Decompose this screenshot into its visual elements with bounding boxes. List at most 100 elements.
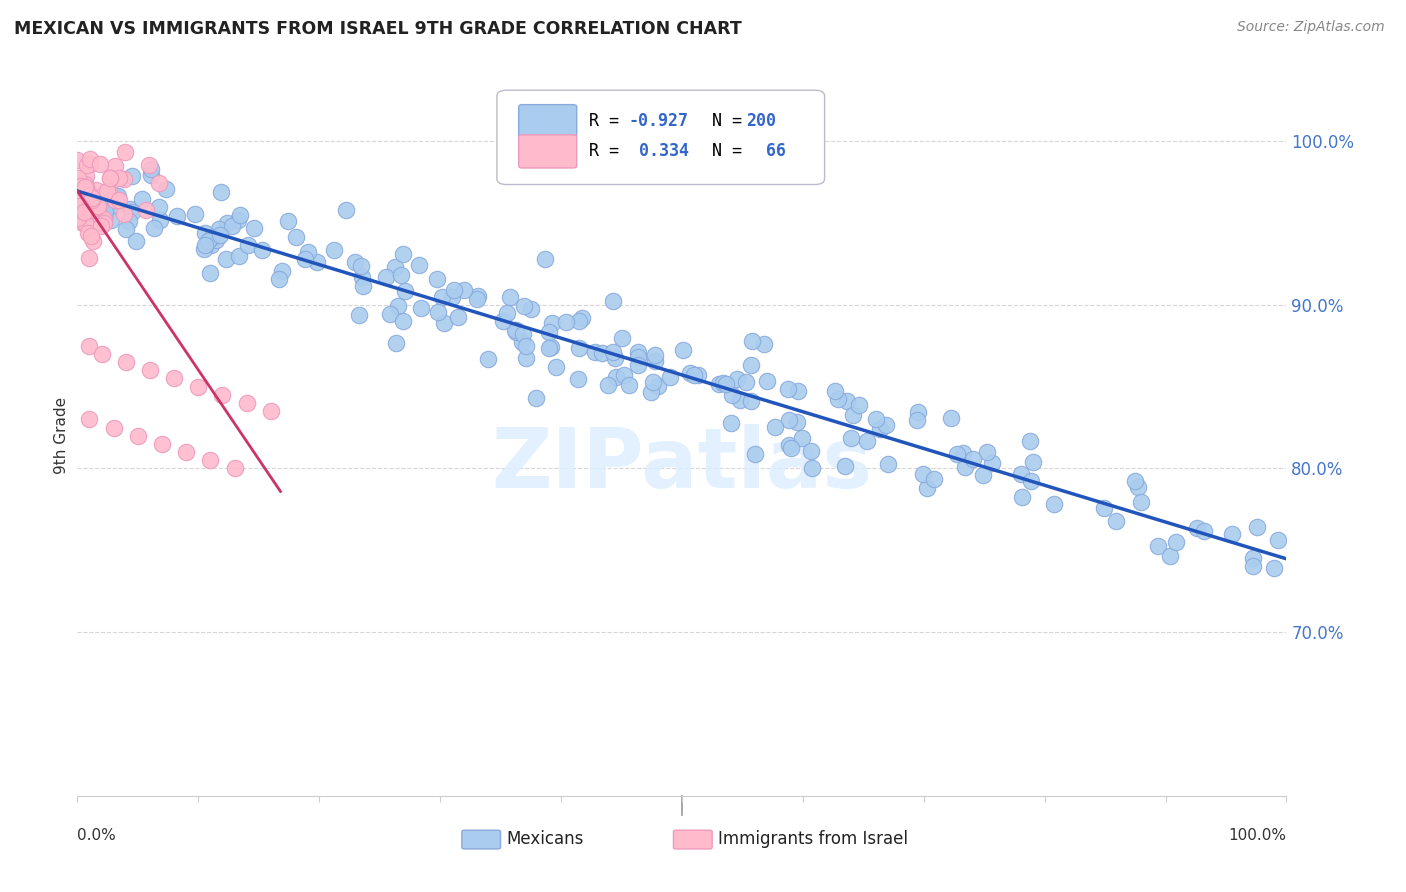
FancyBboxPatch shape bbox=[673, 830, 713, 849]
Text: Mexicans: Mexicans bbox=[506, 830, 583, 848]
Point bbox=[1164, 534, 1187, 549]
Point bbox=[209, 185, 232, 199]
Point bbox=[194, 237, 217, 252]
Point bbox=[505, 323, 527, 337]
Point bbox=[1147, 539, 1170, 553]
Point bbox=[952, 446, 974, 460]
Point bbox=[496, 306, 519, 320]
Point bbox=[612, 368, 634, 383]
Point bbox=[1128, 479, 1150, 493]
Point bbox=[98, 171, 121, 186]
Point bbox=[121, 204, 143, 219]
Point bbox=[76, 226, 98, 240]
Point bbox=[740, 359, 762, 373]
Point bbox=[347, 308, 370, 322]
Point bbox=[1192, 524, 1215, 539]
Point bbox=[93, 216, 115, 230]
Point bbox=[740, 393, 762, 408]
Point bbox=[426, 305, 449, 319]
Point bbox=[79, 412, 101, 426]
Point bbox=[73, 205, 96, 219]
Point bbox=[114, 355, 136, 369]
Point bbox=[98, 185, 121, 199]
Point bbox=[90, 219, 112, 234]
Point bbox=[79, 339, 101, 353]
Point bbox=[602, 344, 624, 359]
Point bbox=[93, 211, 115, 225]
Point bbox=[824, 384, 846, 398]
Point bbox=[267, 272, 290, 286]
Point bbox=[922, 472, 945, 486]
Point bbox=[515, 339, 537, 353]
Point bbox=[343, 255, 366, 269]
Point bbox=[98, 171, 121, 186]
Point bbox=[243, 221, 266, 235]
Point bbox=[335, 202, 357, 217]
Point bbox=[869, 422, 891, 436]
Point bbox=[734, 375, 756, 389]
Point bbox=[567, 372, 589, 386]
Point bbox=[1092, 501, 1115, 516]
Point bbox=[297, 245, 319, 260]
Point bbox=[441, 290, 464, 304]
Point bbox=[76, 158, 98, 172]
Point bbox=[112, 172, 135, 186]
Point bbox=[555, 315, 578, 329]
Point bbox=[647, 378, 669, 392]
Point bbox=[1010, 467, 1032, 482]
Point bbox=[107, 189, 129, 203]
Text: 0.334: 0.334 bbox=[628, 143, 689, 161]
Point bbox=[84, 183, 107, 197]
FancyBboxPatch shape bbox=[496, 90, 824, 185]
Point bbox=[69, 199, 91, 213]
Point bbox=[76, 181, 98, 195]
Point bbox=[827, 392, 849, 407]
Point bbox=[907, 405, 929, 419]
Point bbox=[512, 327, 534, 342]
Point bbox=[856, 434, 879, 449]
Point bbox=[720, 387, 742, 401]
Point bbox=[1021, 474, 1043, 488]
Point bbox=[671, 343, 693, 357]
Point bbox=[835, 394, 858, 409]
Point bbox=[131, 192, 153, 206]
Point bbox=[911, 467, 934, 482]
Point bbox=[72, 216, 94, 230]
Point bbox=[505, 323, 527, 337]
Point bbox=[141, 162, 163, 177]
Point bbox=[90, 347, 112, 361]
Point bbox=[915, 482, 938, 496]
Point bbox=[294, 252, 316, 266]
Point bbox=[200, 453, 222, 467]
Point bbox=[541, 317, 564, 331]
Point bbox=[962, 452, 984, 467]
Point bbox=[842, 408, 865, 422]
Point bbox=[905, 413, 928, 427]
Point bbox=[104, 159, 127, 173]
Point bbox=[75, 216, 97, 230]
Point bbox=[79, 187, 101, 202]
Point bbox=[640, 385, 662, 400]
Point bbox=[786, 415, 808, 429]
Point bbox=[75, 179, 97, 194]
Point bbox=[135, 203, 157, 218]
Point bbox=[568, 314, 591, 328]
Point bbox=[271, 264, 294, 278]
Point bbox=[644, 354, 666, 368]
Point bbox=[756, 374, 779, 388]
Point bbox=[174, 445, 197, 459]
Point bbox=[187, 379, 209, 393]
Point bbox=[79, 157, 101, 171]
Point bbox=[114, 145, 136, 159]
Point bbox=[139, 363, 162, 377]
Text: Immigrants from Israel: Immigrants from Israel bbox=[718, 830, 908, 848]
Point bbox=[976, 445, 998, 459]
Point bbox=[352, 278, 374, 293]
Point bbox=[1185, 520, 1208, 534]
Point bbox=[513, 299, 536, 313]
Point bbox=[790, 431, 813, 445]
Point bbox=[79, 152, 101, 166]
Point bbox=[235, 396, 257, 410]
Point bbox=[387, 299, 409, 313]
Point bbox=[1011, 491, 1033, 505]
